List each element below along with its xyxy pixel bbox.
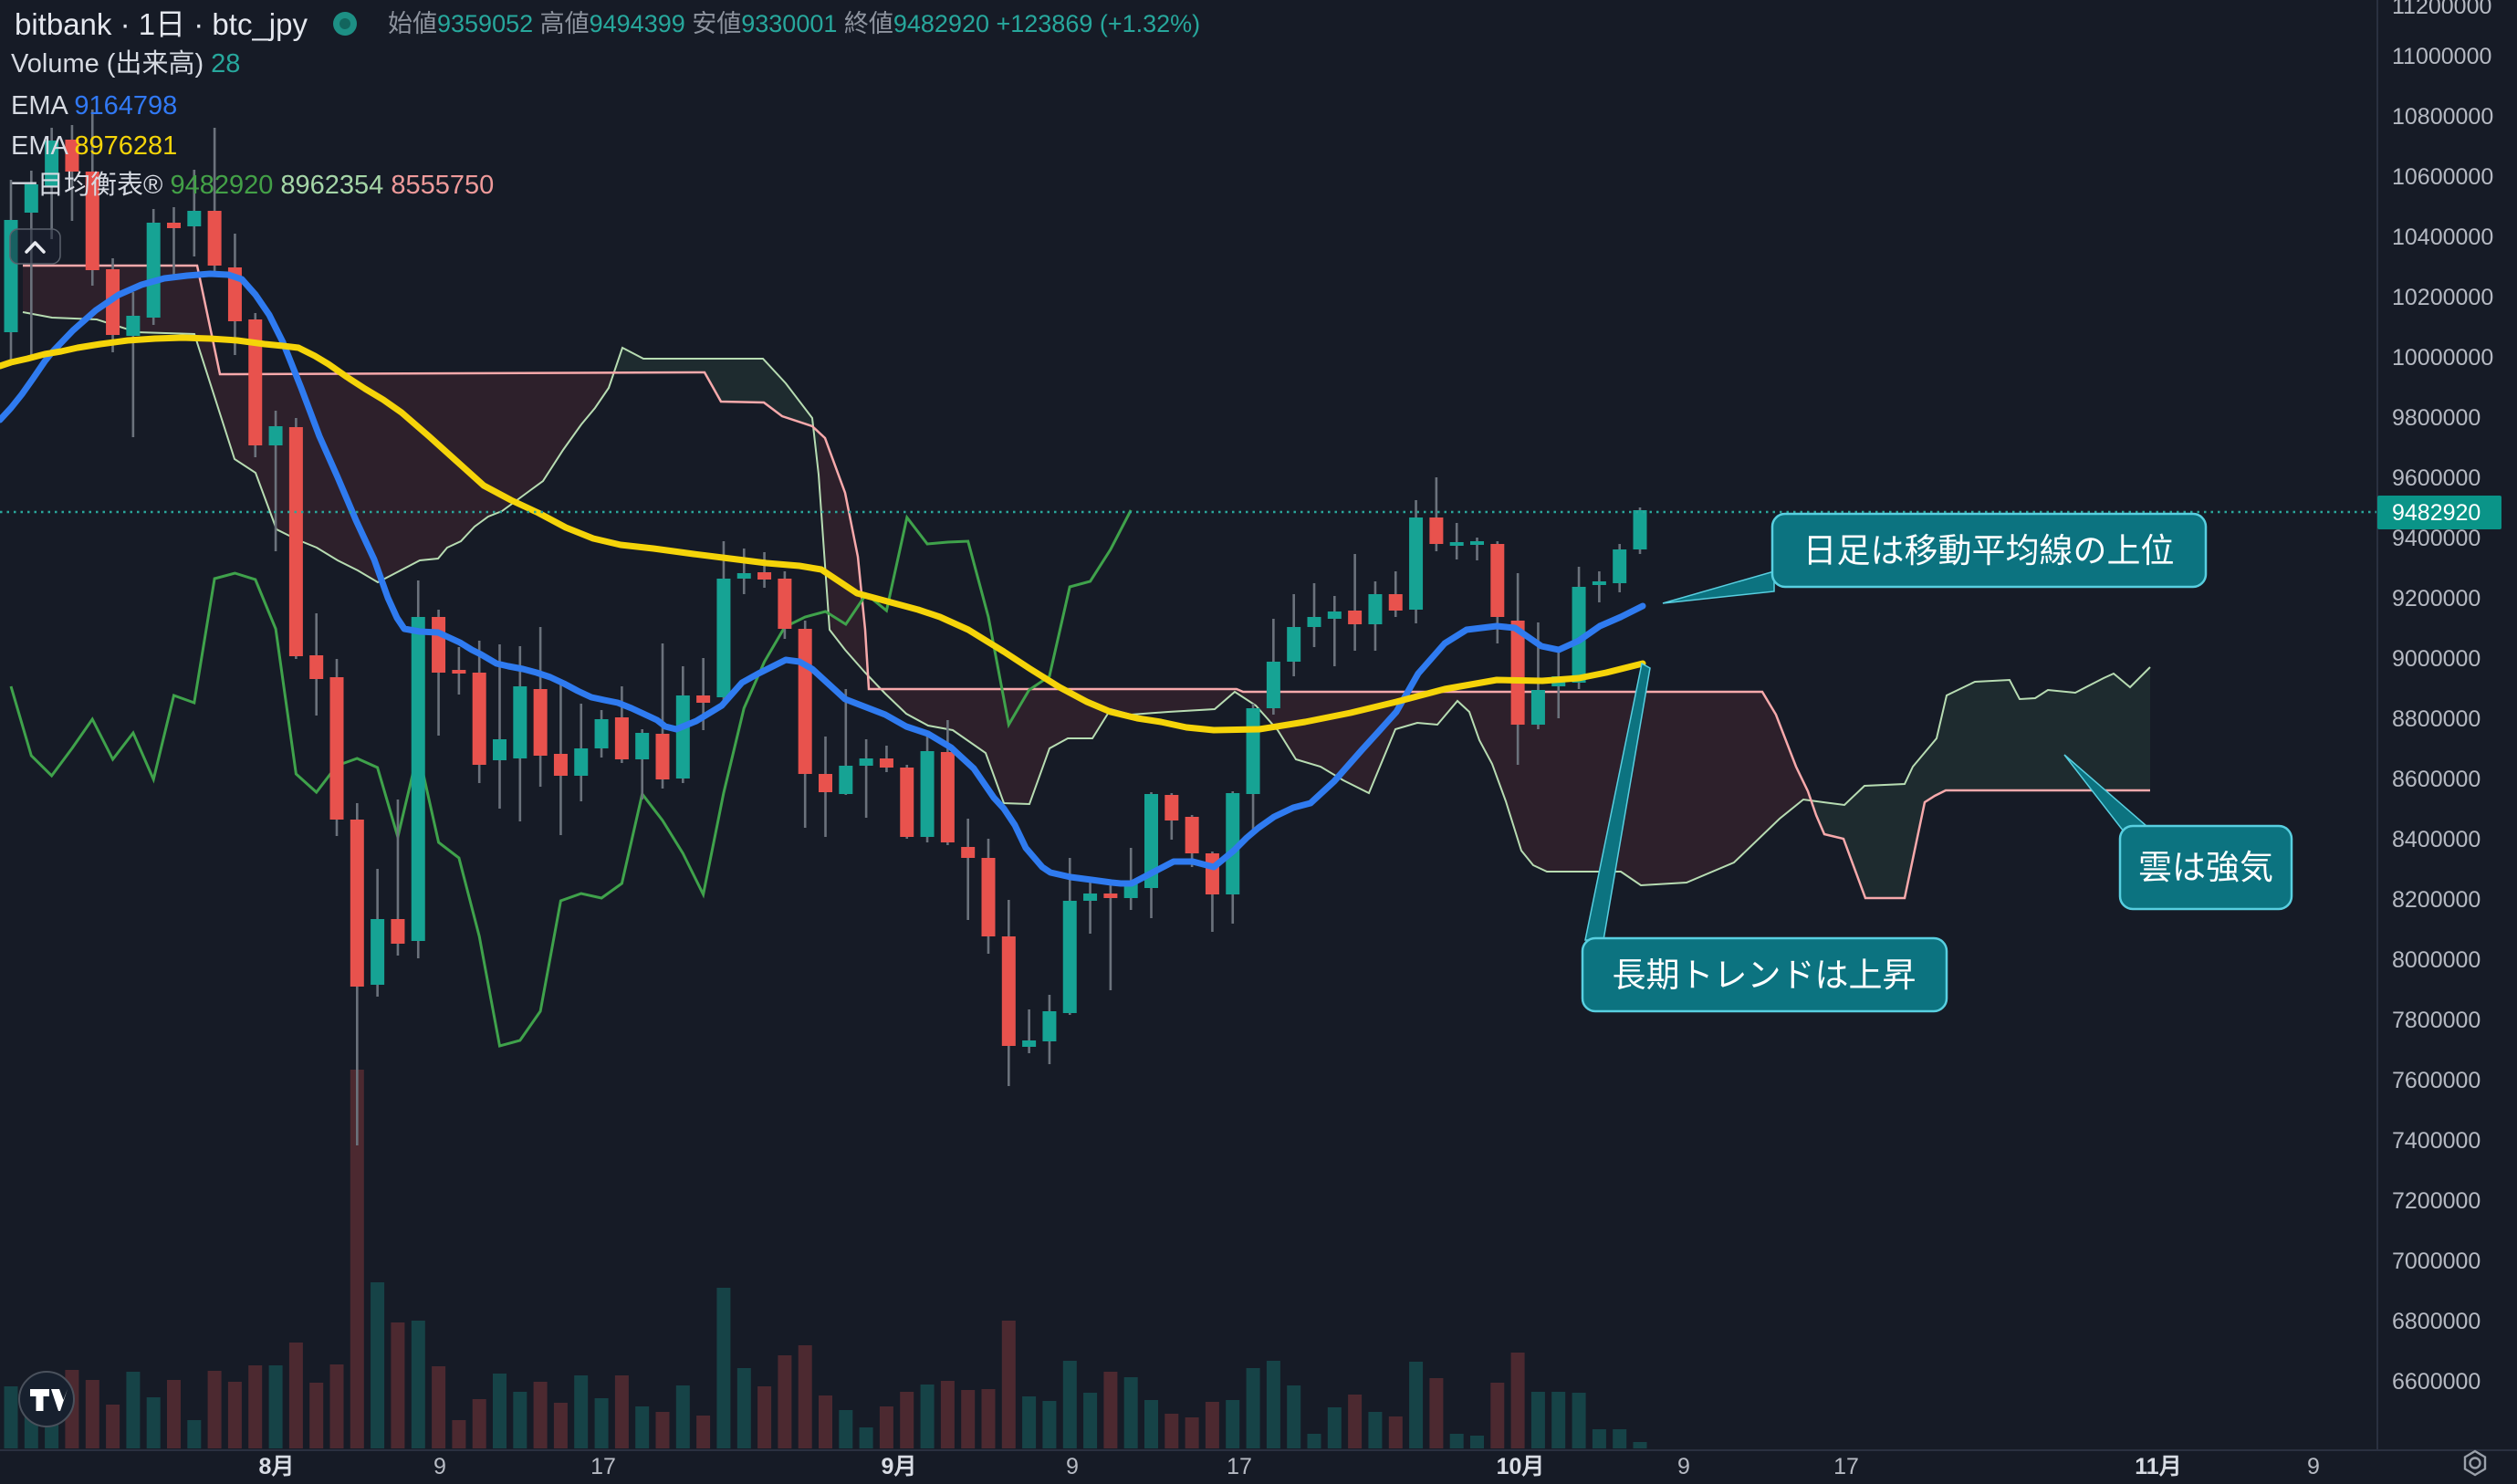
svg-text:9: 9 [1066,1454,1079,1479]
svg-text:9月: 9月 [882,1454,917,1479]
svg-text:日足は移動平均線の上位: 日足は移動平均線の上位 [1803,532,2175,570]
svg-text:7600000: 7600000 [2392,1068,2480,1093]
svg-text:9800000: 9800000 [2392,405,2480,431]
svg-text:9000000: 9000000 [2392,646,2480,672]
svg-text:17: 17 [1833,1454,1859,1479]
svg-text:9: 9 [2307,1454,2320,1479]
svg-text:9: 9 [433,1454,446,1479]
svg-text:始値9359052 高値9494399 安値9330001: 始値9359052 高値9494399 安値9330001 終値9482920 … [388,10,1200,37]
svg-text:bitbank · 1日 · btc_jpy: bitbank · 1日 · btc_jpy [15,7,308,41]
svg-text:7200000: 7200000 [2392,1188,2480,1214]
svg-text:10600000: 10600000 [2392,164,2493,190]
svg-text:11月: 11月 [2135,1454,2181,1479]
svg-text:雲は強気: 雲は強気 [2138,849,2273,886]
svg-text:10800000: 10800000 [2392,104,2493,130]
svg-text:9: 9 [1677,1454,1690,1479]
svg-text:17: 17 [590,1454,616,1479]
svg-text:6800000: 6800000 [2392,1309,2480,1334]
svg-text:7000000: 7000000 [2392,1249,2480,1274]
svg-text:10000000: 10000000 [2392,345,2493,371]
svg-text:6600000: 6600000 [2392,1369,2480,1395]
svg-text:8200000: 8200000 [2392,887,2480,913]
svg-text:EMA 9164798: EMA 9164798 [11,91,177,120]
svg-text:9600000: 9600000 [2392,465,2480,491]
svg-text:一目均衡表® 9482920 8962354 8555: 一目均衡表® 9482920 8962354 8555750 [11,170,494,200]
svg-text:8000000: 8000000 [2392,947,2480,973]
svg-text:10月: 10月 [1497,1454,1545,1479]
svg-text:11000000: 11000000 [2392,44,2491,69]
svg-text:17: 17 [1227,1454,1252,1479]
svg-text:Volume (出来高) 28: Volume (出来高) 28 [11,48,240,78]
svg-text:9482920: 9482920 [2392,500,2480,526]
svg-text:10400000: 10400000 [2392,225,2493,250]
svg-text:9200000: 9200000 [2392,586,2480,611]
svg-text:8800000: 8800000 [2392,706,2480,732]
svg-text:8600000: 8600000 [2392,767,2480,792]
svg-text:長期トレンドは上昇: 長期トレンドは上昇 [1613,956,1916,994]
svg-text:7400000: 7400000 [2392,1128,2480,1154]
svg-text:8400000: 8400000 [2392,827,2480,852]
svg-text:10200000: 10200000 [2392,285,2493,310]
svg-text:8月: 8月 [259,1454,295,1479]
svg-text:EMA 8976281: EMA 8976281 [11,131,177,161]
svg-text:9400000: 9400000 [2392,526,2480,551]
svg-text:11200000: 11200000 [2392,0,2491,19]
svg-text:7800000: 7800000 [2392,1008,2480,1033]
